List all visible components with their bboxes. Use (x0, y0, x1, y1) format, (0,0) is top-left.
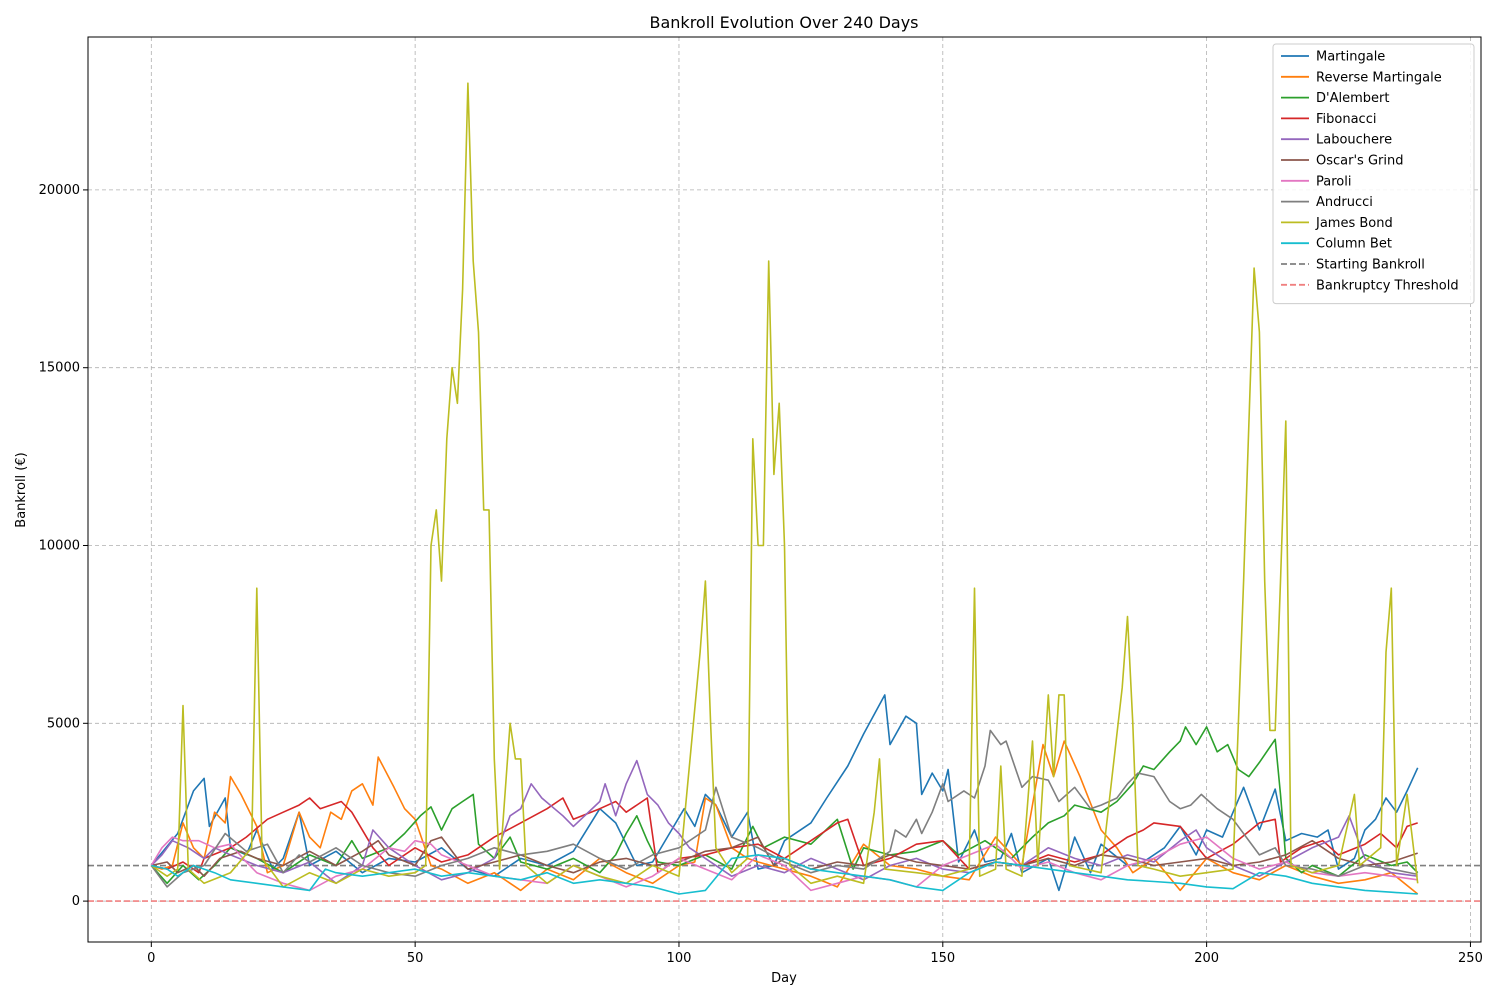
y-tick-label: 5000 (47, 716, 80, 731)
legend-entry-label: Andrucci (1316, 195, 1373, 210)
legend-entry-label: Martingale (1316, 50, 1385, 65)
x-tick-label: 200 (1194, 951, 1219, 966)
series-line-d-alembert (150, 726, 1419, 885)
legend: Martingale Reverse Martingale D'Alembert Fi… (1272, 43, 1475, 305)
series-line-martingale (150, 694, 1419, 892)
series-line-fibonacci (151, 797, 1418, 874)
x-tick-label: 0 (147, 951, 155, 966)
legend-entry-label: Starting Bankroll (1316, 258, 1425, 273)
series-line-james-bond (150, 82, 1419, 888)
legend-entry-label: Paroli (1316, 174, 1351, 189)
legend-entry-label: Labouchere (1316, 133, 1392, 148)
y-axis-label: Bankroll (€) (14, 452, 29, 527)
legend-entry-label: D'Alembert (1316, 91, 1389, 106)
legend-entry-label: Column Bet (1316, 237, 1392, 252)
x-tick-label: 100 (667, 951, 692, 966)
series-line-oscar-s-grind (151, 836, 1418, 877)
y-tick-label: 20000 (39, 183, 80, 198)
x-tick-label: 250 (1458, 951, 1483, 966)
legend-entry-label: Reverse Martingale (1316, 70, 1442, 85)
axis-ticks: 0 50 100 150 200 250 0 5000 10000 15000 20000 (39, 183, 1483, 966)
series-lines (150, 82, 1419, 895)
legend-entry-label: Oscar's Grind (1316, 154, 1403, 169)
series-line-andrucci (150, 729, 1418, 888)
y-tick-label: 10000 (39, 539, 80, 554)
x-tick-label: 150 (930, 951, 955, 966)
y-tick-label: 15000 (39, 361, 80, 376)
legend-entry-label: Bankruptcy Threshold (1316, 278, 1459, 293)
series-line-column-bet (151, 854, 1418, 895)
legend-entry-label: Fibonacci (1316, 112, 1376, 127)
legend-entry-label: James Bond (1315, 216, 1393, 231)
legend-box (1272, 43, 1475, 305)
chart-title: Bankroll Evolution Over 240 Days (650, 13, 919, 32)
plot-frame (87, 36, 1482, 943)
x-axis-label: Day (771, 971, 797, 986)
y-tick-label: 0 (72, 894, 80, 909)
x-tick-label: 50 (407, 951, 424, 966)
